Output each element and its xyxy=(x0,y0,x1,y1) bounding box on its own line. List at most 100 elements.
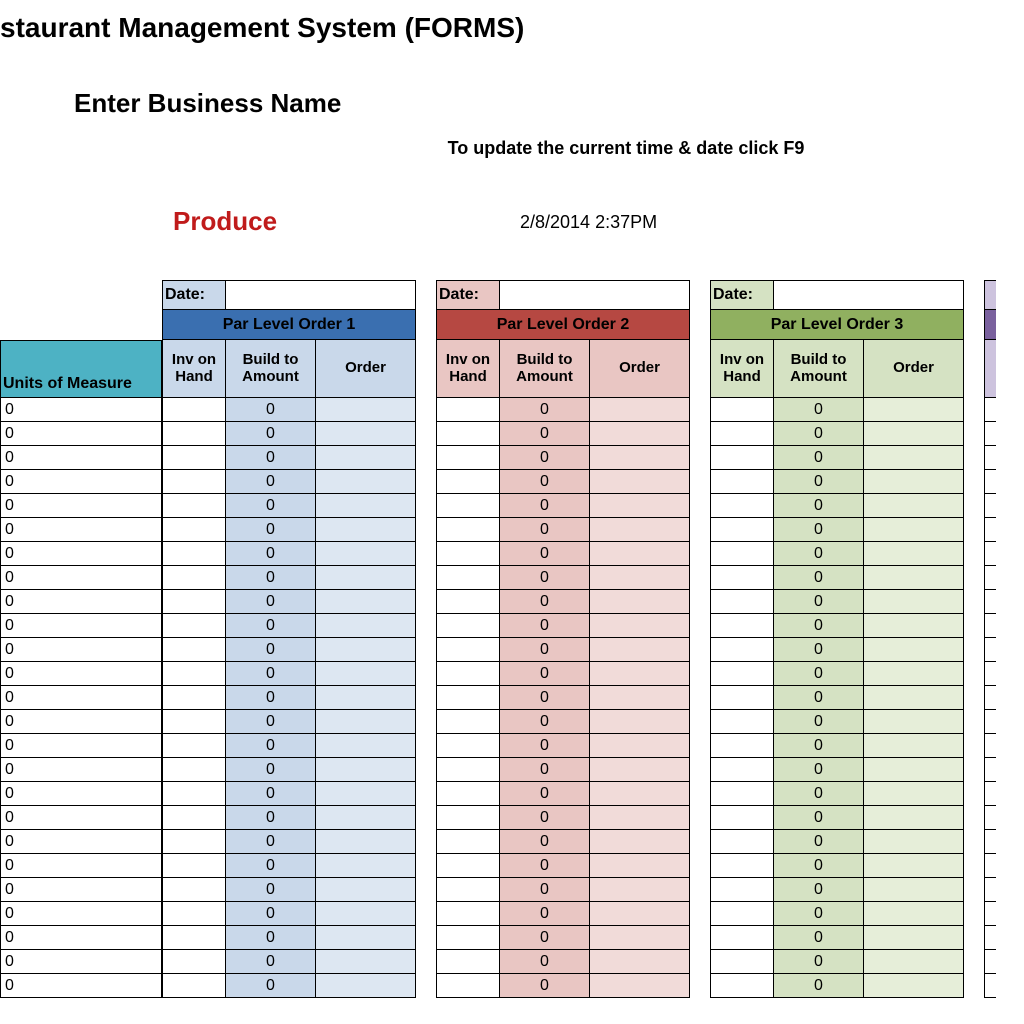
inv-on-hand-cell[interactable] xyxy=(162,686,226,710)
inv-on-hand-cell[interactable] xyxy=(436,398,500,422)
build-to-cell[interactable]: 0 xyxy=(774,494,864,518)
inv-on-hand-cell[interactable] xyxy=(162,662,226,686)
units-cell[interactable]: 0 xyxy=(0,566,162,590)
units-cell[interactable]: 0 xyxy=(0,854,162,878)
order-cell[interactable] xyxy=(590,854,690,878)
inv-on-hand-cell[interactable] xyxy=(436,734,500,758)
inv-on-hand-cell[interactable] xyxy=(710,806,774,830)
units-cell[interactable]: 0 xyxy=(0,878,162,902)
build-to-cell[interactable]: 0 xyxy=(226,398,316,422)
inv-on-hand-cell[interactable] xyxy=(162,398,226,422)
units-cell[interactable]: 0 xyxy=(0,950,162,974)
order-cell[interactable] xyxy=(590,902,690,926)
build-to-cell[interactable]: 0 xyxy=(500,566,590,590)
build-to-cell[interactable]: 0 xyxy=(500,782,590,806)
order-cell[interactable] xyxy=(590,974,690,998)
order-cell[interactable] xyxy=(864,926,964,950)
build-to-cell[interactable]: 0 xyxy=(500,542,590,566)
build-to-cell[interactable]: 0 xyxy=(226,926,316,950)
order-cell[interactable] xyxy=(864,566,964,590)
inv-on-hand-cell[interactable] xyxy=(436,662,500,686)
build-to-cell[interactable]: 0 xyxy=(500,614,590,638)
inv-on-hand-cell[interactable] xyxy=(162,542,226,566)
inv-on-hand-cell[interactable] xyxy=(436,638,500,662)
order-cell[interactable] xyxy=(864,806,964,830)
build-to-cell[interactable]: 0 xyxy=(774,902,864,926)
build-to-cell[interactable]: 0 xyxy=(774,422,864,446)
build-to-cell[interactable]: 0 xyxy=(226,734,316,758)
inv-on-hand-cell[interactable] xyxy=(162,854,226,878)
inv-on-hand-cell[interactable] xyxy=(436,854,500,878)
order-cell[interactable] xyxy=(864,542,964,566)
build-to-cell[interactable]: 0 xyxy=(774,590,864,614)
build-to-cell[interactable]: 0 xyxy=(500,734,590,758)
order-cell[interactable] xyxy=(590,782,690,806)
units-cell[interactable]: 0 xyxy=(0,734,162,758)
inv-on-hand-cell[interactable] xyxy=(710,878,774,902)
build-to-cell[interactable]: 0 xyxy=(226,518,316,542)
order-cell[interactable] xyxy=(864,518,964,542)
inv-on-hand-cell[interactable] xyxy=(710,398,774,422)
build-to-cell[interactable]: 0 xyxy=(500,926,590,950)
order-cell[interactable] xyxy=(864,614,964,638)
build-to-cell[interactable]: 0 xyxy=(226,950,316,974)
build-to-cell[interactable]: 0 xyxy=(774,686,864,710)
inv-on-hand-cell[interactable] xyxy=(710,902,774,926)
build-to-cell[interactable]: 0 xyxy=(500,398,590,422)
order-cell[interactable] xyxy=(316,542,416,566)
order-cell[interactable] xyxy=(864,950,964,974)
build-to-cell[interactable]: 0 xyxy=(500,710,590,734)
order-cell[interactable] xyxy=(316,830,416,854)
build-to-cell[interactable]: 0 xyxy=(226,878,316,902)
build-to-cell[interactable]: 0 xyxy=(774,566,864,590)
inv-on-hand-cell[interactable] xyxy=(436,518,500,542)
units-cell[interactable]: 0 xyxy=(0,470,162,494)
order-cell[interactable] xyxy=(864,758,964,782)
inv-on-hand-cell[interactable] xyxy=(710,758,774,782)
units-cell[interactable]: 0 xyxy=(0,446,162,470)
order-cell[interactable] xyxy=(590,638,690,662)
inv-on-hand-cell[interactable] xyxy=(710,686,774,710)
inv-on-hand-cell[interactable] xyxy=(162,710,226,734)
units-cell[interactable]: 0 xyxy=(0,974,162,998)
inv-on-hand-cell[interactable] xyxy=(162,614,226,638)
build-to-cell[interactable]: 0 xyxy=(774,446,864,470)
inv-on-hand-cell[interactable] xyxy=(710,662,774,686)
inv-on-hand-cell[interactable] xyxy=(162,422,226,446)
inv-on-hand-cell[interactable] xyxy=(436,830,500,854)
order-cell[interactable] xyxy=(316,446,416,470)
order-cell[interactable] xyxy=(316,710,416,734)
inv-on-hand-cell[interactable] xyxy=(436,782,500,806)
inv-on-hand-cell[interactable] xyxy=(710,590,774,614)
order-cell[interactable] xyxy=(590,950,690,974)
units-cell[interactable]: 0 xyxy=(0,686,162,710)
order-cell[interactable] xyxy=(590,470,690,494)
inv-on-hand-cell[interactable] xyxy=(436,566,500,590)
inv-on-hand-cell[interactable] xyxy=(162,926,226,950)
inv-on-hand-cell[interactable] xyxy=(710,566,774,590)
order-cell[interactable] xyxy=(864,734,964,758)
build-to-cell[interactable]: 0 xyxy=(500,974,590,998)
order-cell[interactable] xyxy=(316,974,416,998)
inv-on-hand-cell[interactable] xyxy=(162,974,226,998)
order-cell[interactable] xyxy=(864,974,964,998)
build-to-cell[interactable]: 0 xyxy=(226,566,316,590)
build-to-cell[interactable]: 0 xyxy=(226,782,316,806)
inv-on-hand-cell[interactable] xyxy=(162,830,226,854)
build-to-cell[interactable]: 0 xyxy=(500,878,590,902)
order-cell[interactable] xyxy=(590,878,690,902)
units-cell[interactable]: 0 xyxy=(0,830,162,854)
build-to-cell[interactable]: 0 xyxy=(226,590,316,614)
order-cell[interactable] xyxy=(864,446,964,470)
units-cell[interactable]: 0 xyxy=(0,662,162,686)
build-to-cell[interactable]: 0 xyxy=(500,686,590,710)
order-cell[interactable] xyxy=(590,734,690,758)
inv-on-hand-cell[interactable] xyxy=(436,878,500,902)
order-cell[interactable] xyxy=(316,470,416,494)
order-cell[interactable] xyxy=(316,926,416,950)
build-to-cell[interactable]: 0 xyxy=(500,422,590,446)
build-to-cell[interactable]: 0 xyxy=(226,710,316,734)
order-cell[interactable] xyxy=(864,398,964,422)
inv-on-hand-cell[interactable] xyxy=(436,950,500,974)
inv-on-hand-cell[interactable] xyxy=(436,422,500,446)
